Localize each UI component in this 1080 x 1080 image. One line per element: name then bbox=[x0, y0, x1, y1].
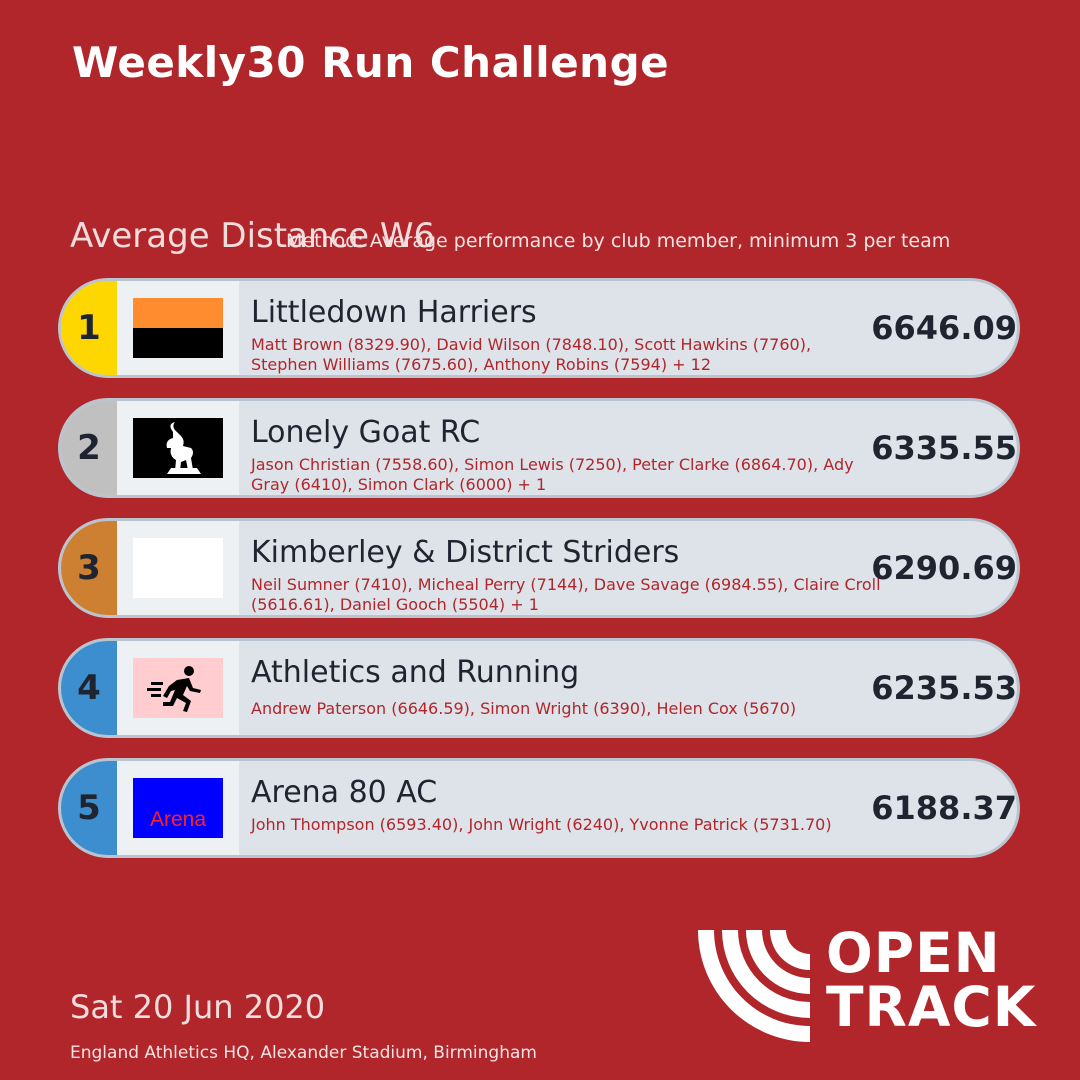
club-name: Lonely Goat RC bbox=[251, 415, 481, 450]
opentrack-arcs-icon bbox=[698, 930, 810, 1042]
club-score: 6290.69 bbox=[871, 549, 1017, 587]
goat-logo-icon bbox=[133, 418, 223, 478]
result-row: 3 Kimberley & District Striders Neil Sum… bbox=[58, 518, 1020, 618]
club-logo-frame: Arena bbox=[117, 761, 239, 855]
club-name: Arena 80 AC bbox=[251, 775, 438, 810]
club-name: Kimberley & District Striders bbox=[251, 535, 680, 570]
opentrack-logo: OPEN TRACK bbox=[694, 926, 1054, 1046]
blank-white-logo-icon bbox=[133, 538, 223, 598]
brand-line-1: OPEN bbox=[826, 921, 1001, 985]
event-venue: England Athletics HQ, Alexander Stadium,… bbox=[70, 1043, 537, 1063]
club-score: 6335.55 bbox=[871, 429, 1017, 467]
event-subtitle: Average Distance W6 bbox=[70, 216, 436, 256]
runner-logo-icon bbox=[133, 658, 223, 718]
club-members: Jason Christian (7558.60), Simon Lewis (… bbox=[251, 455, 854, 494]
club-members: Andrew Paterson (6646.59), Simon Wright … bbox=[251, 699, 797, 718]
club-logo-frame bbox=[117, 521, 239, 615]
club-logo-frame bbox=[117, 641, 239, 735]
arena-logo-icon: Arena bbox=[133, 778, 223, 838]
results-list: 1 Littledown Harriers Matt Brown (8329.9… bbox=[58, 278, 1020, 878]
rank-badge: 4 bbox=[61, 641, 117, 735]
rank-badge: 5 bbox=[61, 761, 117, 855]
club-score: 6235.53 bbox=[871, 669, 1017, 707]
rank-badge: 1 bbox=[61, 281, 117, 375]
opentrack-wordmark: OPEN TRACK bbox=[826, 921, 1037, 1039]
result-row: 4 Athletics and Running Andrew Paterson … bbox=[58, 638, 1020, 738]
club-score: 6646.09 bbox=[871, 309, 1017, 347]
club-members: John Thompson (6593.40), John Wright (62… bbox=[251, 815, 832, 834]
club-members: Matt Brown (8329.90), David Wilson (7848… bbox=[251, 335, 812, 374]
club-logo-frame bbox=[117, 281, 239, 375]
rank-badge: 3 bbox=[61, 521, 117, 615]
club-name: Athletics and Running bbox=[251, 655, 580, 690]
orange-black-flag-logo-icon bbox=[133, 298, 223, 358]
club-logo-frame bbox=[117, 401, 239, 495]
club-score: 6188.37 bbox=[871, 789, 1017, 827]
club-name: Littledown Harriers bbox=[251, 295, 537, 330]
result-row: 5 Arena Arena 80 AC John Thompson (6593.… bbox=[58, 758, 1020, 858]
brand-line-2: TRACK bbox=[826, 975, 1037, 1039]
page-title: Weekly30 Run Challenge bbox=[72, 38, 670, 87]
result-row: 1 Littledown Harriers Matt Brown (8329.9… bbox=[58, 278, 1020, 378]
method-note: Method: Average performance by club memb… bbox=[286, 230, 951, 252]
event-date: Sat 20 Jun 2020 bbox=[70, 988, 326, 1026]
rank-badge: 2 bbox=[61, 401, 117, 495]
club-members: Neil Sumner (7410), Micheal Perry (7144)… bbox=[251, 575, 881, 614]
result-row: 2 Lonely Goat RC Jason Christian (7558.6… bbox=[58, 398, 1020, 498]
arena-logo-text: Arena bbox=[149, 808, 207, 831]
